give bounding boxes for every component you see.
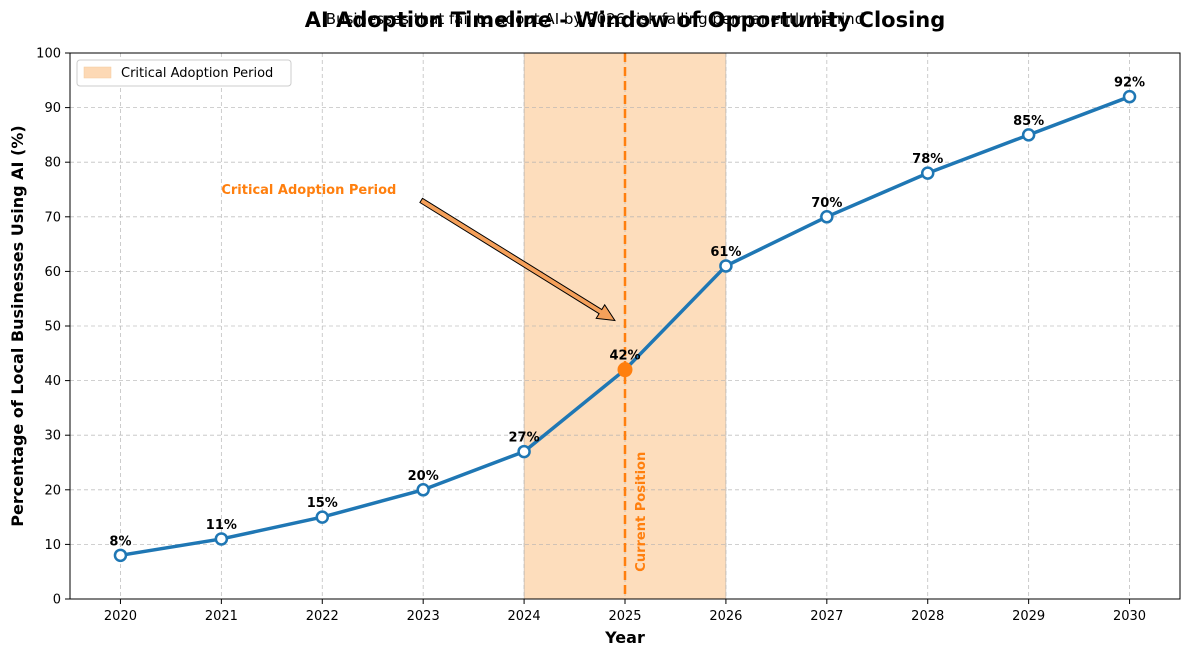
x-tick-label: 2022 [306,609,339,624]
x-tick-label: 2028 [911,609,944,624]
data-point [922,168,933,179]
x-tick-label: 2025 [608,609,641,624]
y-tick-label: 60 [44,265,61,280]
y-tick-label: 40 [44,374,61,389]
data-point [1023,129,1034,140]
annotation-text: Critical Adoption Period [221,183,396,198]
data-label: 70% [811,196,842,211]
data-label: 15% [307,496,338,511]
y-tick-label: 80 [44,156,61,171]
y-tick-label: 100 [36,47,61,62]
data-point [317,512,328,523]
y-tick-label: 50 [44,320,61,335]
x-tick-label: 2029 [1012,609,1045,624]
data-point [418,484,429,495]
data-point [519,446,530,457]
data-label: 78% [912,152,943,167]
data-label: 8% [109,534,131,549]
y-tick-label: 90 [44,101,61,116]
data-point [115,550,126,561]
legend-entry-label: Critical Adoption Period [121,66,273,81]
y-tick-label: 0 [53,593,61,608]
y-tick-label: 70 [44,210,61,225]
chart-subtitle: Businesses that fail to adopt AI by 2026… [326,10,864,28]
x-tick-label: 2020 [104,609,137,624]
data-label: 85% [1013,114,1044,129]
data-label: 42% [609,349,640,364]
data-point [216,533,227,544]
data-point [720,260,731,271]
legend: Critical Adoption Period [77,60,291,86]
current-position-point [618,363,632,377]
x-tick-label: 2021 [205,609,238,624]
x-tick-label: 2024 [508,609,541,624]
data-point [1124,91,1135,102]
data-label: 11% [206,518,237,533]
x-tick-label: 2030 [1113,609,1146,624]
y-tick-label: 10 [44,538,61,553]
x-axis-label: Year [604,628,645,647]
legend-swatch [84,67,111,78]
y-tick-label: 20 [44,483,61,498]
y-tick-label: 30 [44,429,61,444]
data-label: 27% [509,431,540,446]
x-tick-label: 2023 [407,609,440,624]
data-label: 61% [710,245,741,260]
x-tick-label: 2026 [709,609,742,624]
current-position-label: Current Position [634,452,649,572]
x-tick-label: 2027 [810,609,843,624]
data-label: 92% [1114,76,1145,91]
data-label: 20% [408,469,439,484]
y-axis-label: Percentage of Local Businesses Using AI … [8,125,27,526]
data-point [821,211,832,222]
